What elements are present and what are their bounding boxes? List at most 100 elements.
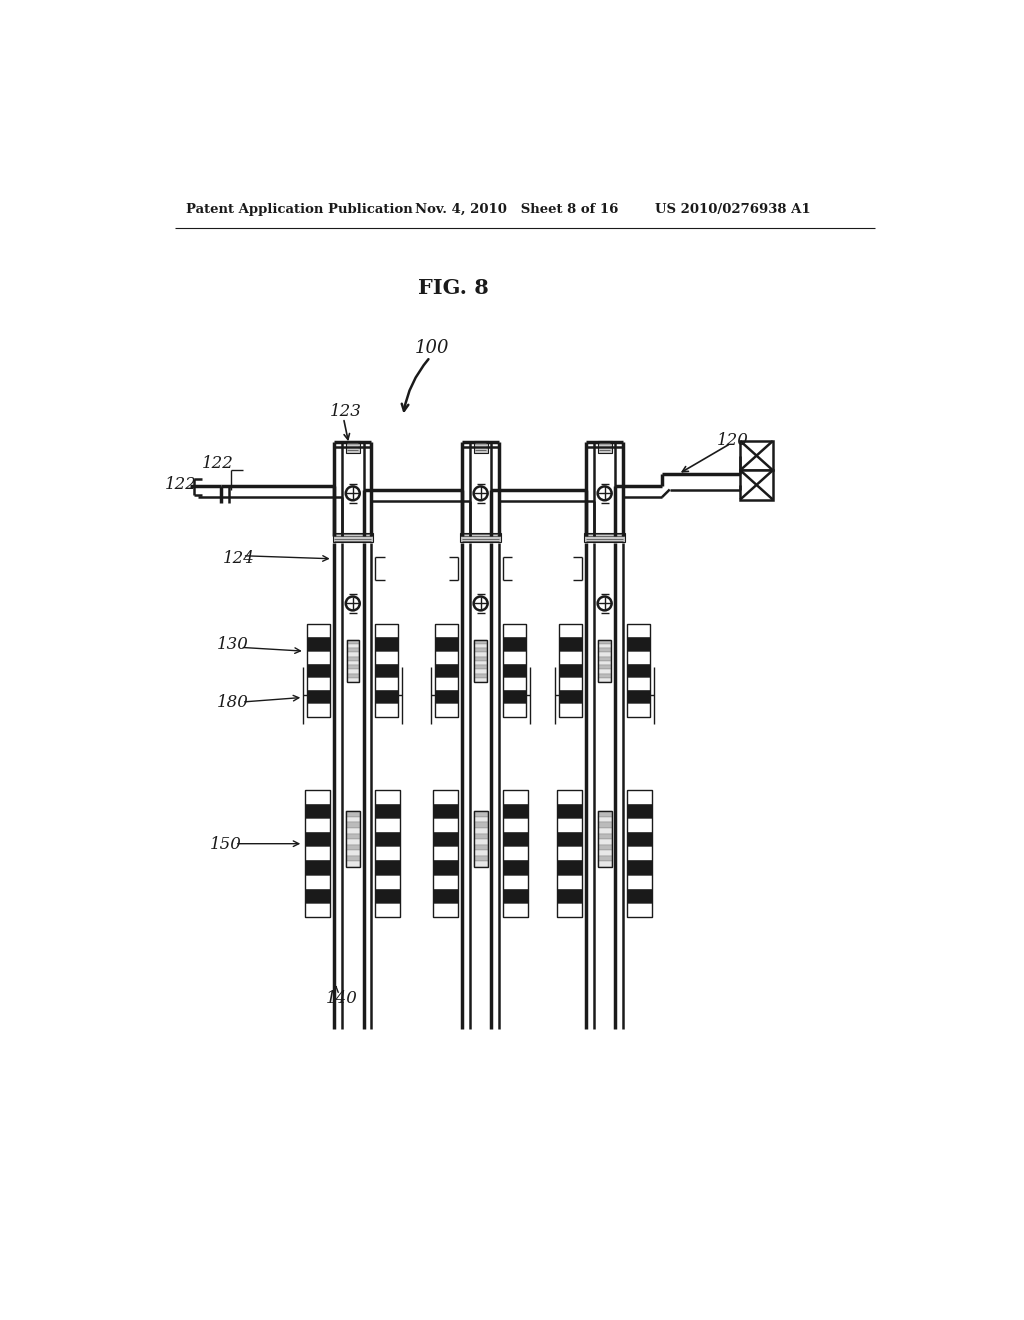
Bar: [598, 822, 611, 828]
Bar: [740, 470, 773, 499]
Text: 100: 100: [415, 339, 450, 358]
Bar: [598, 817, 611, 822]
Bar: [375, 624, 398, 717]
Bar: [375, 832, 400, 846]
Bar: [559, 624, 583, 717]
Bar: [305, 804, 331, 818]
Bar: [474, 665, 486, 669]
Bar: [305, 789, 331, 804]
Bar: [305, 846, 331, 861]
Bar: [627, 690, 650, 704]
Bar: [346, 640, 359, 644]
Bar: [435, 638, 458, 651]
Bar: [346, 656, 359, 661]
Bar: [503, 624, 526, 638]
Bar: [627, 874, 652, 888]
Bar: [627, 664, 650, 677]
Bar: [627, 789, 652, 917]
Bar: [503, 832, 528, 846]
Bar: [433, 846, 458, 861]
Bar: [346, 845, 359, 850]
Bar: [598, 644, 611, 648]
Bar: [307, 624, 331, 638]
Bar: [346, 828, 359, 833]
Bar: [627, 624, 650, 717]
Bar: [435, 704, 458, 717]
Bar: [598, 652, 611, 656]
Text: US 2010/0276938 A1: US 2010/0276938 A1: [655, 203, 811, 216]
Bar: [557, 846, 583, 861]
Bar: [433, 789, 458, 917]
Bar: [598, 673, 611, 677]
Bar: [474, 677, 486, 682]
Bar: [474, 817, 487, 822]
Bar: [503, 789, 528, 804]
Bar: [559, 624, 583, 638]
Bar: [503, 861, 528, 874]
Bar: [559, 651, 583, 664]
Bar: [433, 903, 458, 917]
Bar: [598, 441, 611, 453]
Bar: [375, 624, 398, 638]
Bar: [375, 846, 400, 861]
Bar: [557, 861, 583, 874]
Bar: [474, 855, 487, 861]
Bar: [375, 651, 398, 664]
Bar: [307, 677, 331, 690]
Bar: [598, 677, 611, 682]
Bar: [474, 828, 487, 833]
Bar: [598, 648, 611, 652]
Bar: [307, 704, 331, 717]
Bar: [627, 704, 650, 717]
Bar: [474, 648, 486, 652]
Bar: [433, 832, 458, 846]
Bar: [598, 640, 611, 682]
Bar: [307, 638, 331, 651]
Bar: [375, 804, 400, 818]
Bar: [598, 861, 611, 867]
Bar: [333, 533, 373, 543]
Bar: [627, 789, 652, 804]
Text: 124: 124: [222, 549, 254, 566]
Bar: [346, 677, 359, 682]
Bar: [598, 840, 611, 845]
Text: FIG. 8: FIG. 8: [418, 277, 488, 298]
Bar: [557, 789, 583, 917]
Text: 180: 180: [217, 693, 249, 710]
Bar: [627, 903, 652, 917]
Bar: [474, 833, 487, 840]
Bar: [307, 690, 331, 704]
Bar: [346, 822, 359, 828]
Bar: [474, 812, 487, 817]
Bar: [598, 850, 611, 855]
Bar: [346, 833, 359, 840]
Bar: [346, 855, 359, 861]
Bar: [557, 804, 583, 818]
Bar: [557, 832, 583, 846]
Bar: [503, 818, 528, 832]
Bar: [346, 812, 359, 817]
Bar: [503, 704, 526, 717]
Bar: [461, 533, 501, 543]
Bar: [375, 690, 398, 704]
Bar: [375, 638, 398, 651]
Bar: [627, 651, 650, 664]
Bar: [598, 833, 611, 840]
Bar: [598, 812, 611, 867]
Bar: [559, 677, 583, 690]
Bar: [346, 661, 359, 665]
Bar: [627, 624, 650, 638]
Bar: [346, 644, 359, 648]
Text: 122: 122: [165, 475, 197, 492]
Bar: [433, 804, 458, 818]
Bar: [375, 704, 398, 717]
Bar: [557, 818, 583, 832]
Bar: [474, 441, 487, 453]
Text: Patent Application Publication: Patent Application Publication: [186, 203, 413, 216]
Bar: [559, 638, 583, 651]
Bar: [503, 846, 528, 861]
Bar: [503, 677, 526, 690]
Bar: [435, 624, 458, 717]
Bar: [474, 861, 487, 867]
Bar: [627, 804, 652, 818]
